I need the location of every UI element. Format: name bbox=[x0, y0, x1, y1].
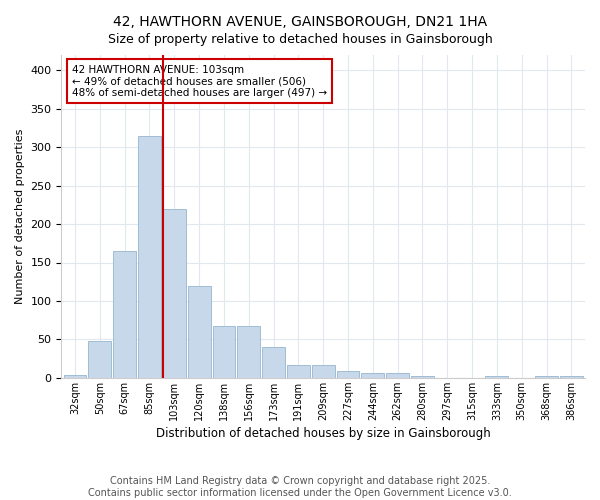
X-axis label: Distribution of detached houses by size in Gainsborough: Distribution of detached houses by size … bbox=[156, 427, 491, 440]
Bar bbox=[337, 371, 359, 378]
Bar bbox=[163, 208, 186, 378]
Bar bbox=[138, 136, 161, 378]
Bar bbox=[411, 376, 434, 378]
Bar bbox=[560, 376, 583, 378]
Bar bbox=[535, 376, 558, 378]
Text: Contains HM Land Registry data © Crown copyright and database right 2025.
Contai: Contains HM Land Registry data © Crown c… bbox=[88, 476, 512, 498]
Bar bbox=[188, 286, 211, 378]
Bar bbox=[88, 341, 111, 378]
Bar bbox=[386, 373, 409, 378]
Bar bbox=[485, 376, 508, 378]
Bar bbox=[361, 373, 384, 378]
Bar bbox=[64, 376, 86, 378]
Bar bbox=[113, 251, 136, 378]
Bar bbox=[212, 326, 235, 378]
Text: 42 HAWTHORN AVENUE: 103sqm
← 49% of detached houses are smaller (506)
48% of sem: 42 HAWTHORN AVENUE: 103sqm ← 49% of deta… bbox=[72, 64, 327, 98]
Bar bbox=[262, 347, 285, 378]
Text: Size of property relative to detached houses in Gainsborough: Size of property relative to detached ho… bbox=[107, 32, 493, 46]
Bar bbox=[287, 364, 310, 378]
Text: 42, HAWTHORN AVENUE, GAINSBOROUGH, DN21 1HA: 42, HAWTHORN AVENUE, GAINSBOROUGH, DN21 … bbox=[113, 15, 487, 29]
Bar bbox=[238, 326, 260, 378]
Y-axis label: Number of detached properties: Number of detached properties bbox=[15, 128, 25, 304]
Bar bbox=[312, 364, 335, 378]
